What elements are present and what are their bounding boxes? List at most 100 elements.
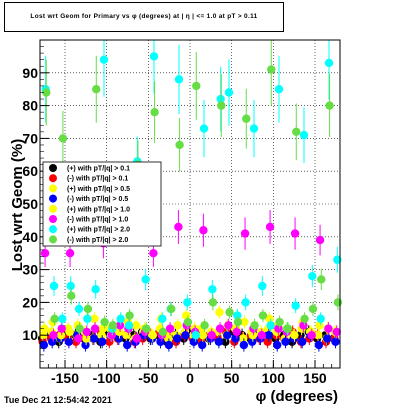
series-5 bbox=[40, 210, 341, 346]
data-point bbox=[274, 324, 283, 333]
legend-marker bbox=[49, 194, 57, 203]
data-point bbox=[65, 327, 74, 337]
data-point bbox=[114, 334, 124, 343]
data-point bbox=[115, 327, 124, 337]
legend-marker bbox=[49, 225, 57, 234]
data-point bbox=[192, 81, 201, 91]
data-point bbox=[265, 222, 275, 232]
data-point bbox=[181, 331, 190, 340]
data-point bbox=[75, 324, 84, 333]
data-point bbox=[64, 337, 74, 346]
y-tick-label: 70 bbox=[22, 130, 38, 146]
data-point bbox=[131, 321, 141, 330]
data-point bbox=[198, 340, 207, 350]
x-tick-label: 0 bbox=[186, 370, 194, 386]
data-point bbox=[249, 124, 259, 133]
data-point bbox=[116, 314, 125, 323]
legend-marker bbox=[49, 184, 57, 193]
data-point bbox=[158, 327, 168, 337]
data-point bbox=[90, 314, 99, 323]
data-point bbox=[233, 311, 242, 320]
data-point bbox=[100, 317, 109, 327]
data-point bbox=[224, 321, 233, 330]
data-point bbox=[292, 127, 301, 137]
y-tick-label: 30 bbox=[22, 262, 38, 278]
data-point bbox=[300, 314, 309, 323]
data-point bbox=[164, 334, 173, 343]
data-point bbox=[49, 281, 59, 291]
data-point bbox=[307, 331, 316, 340]
x-axis-label: φ (degrees) bbox=[256, 388, 338, 405]
data-point bbox=[315, 321, 324, 330]
x-tick-label: 150 bbox=[303, 370, 327, 386]
data-point bbox=[175, 140, 184, 150]
data-point bbox=[141, 275, 150, 284]
axes: -150 -100 -50 0 50 100 150 10 20 30 40 50 60 70 80 90 bbox=[22, 39, 341, 386]
data-point bbox=[325, 101, 334, 110]
data-point bbox=[314, 340, 324, 350]
data-point bbox=[200, 321, 209, 330]
data-point bbox=[290, 229, 300, 238]
data-point bbox=[199, 226, 208, 235]
data-point bbox=[107, 331, 116, 340]
data-point bbox=[250, 321, 259, 330]
data-point bbox=[89, 334, 99, 343]
data-point bbox=[231, 334, 240, 343]
data-point bbox=[324, 58, 334, 68]
data-point bbox=[156, 337, 165, 346]
legend-marker bbox=[49, 235, 57, 244]
data-point bbox=[164, 340, 174, 350]
chart-title-box: Lost wrt Geom for Primary vs φ (degrees)… bbox=[4, 2, 284, 32]
data-point bbox=[40, 249, 50, 258]
data-point bbox=[241, 298, 250, 307]
data-point bbox=[66, 281, 75, 291]
data-point bbox=[316, 314, 325, 323]
legend-box bbox=[42, 161, 162, 247]
data-point bbox=[283, 324, 293, 333]
data-point bbox=[174, 222, 183, 232]
y-tick-label: 60 bbox=[22, 163, 38, 179]
data-point bbox=[266, 321, 275, 330]
data-point bbox=[265, 314, 274, 323]
data-point bbox=[57, 324, 66, 333]
data-point bbox=[240, 317, 249, 327]
data-point bbox=[258, 311, 268, 320]
data-point bbox=[207, 331, 216, 340]
data-point bbox=[50, 314, 59, 323]
data-point bbox=[263, 337, 272, 346]
data-point bbox=[42, 88, 51, 97]
data-point bbox=[56, 331, 66, 340]
data-point bbox=[99, 55, 109, 64]
data-point bbox=[331, 337, 340, 346]
data-point bbox=[333, 255, 342, 264]
data-point bbox=[183, 298, 192, 307]
data-point bbox=[58, 134, 68, 143]
data-point bbox=[308, 304, 318, 314]
data-point bbox=[248, 337, 257, 346]
data-point bbox=[208, 298, 218, 307]
data-point bbox=[90, 324, 100, 333]
data-point bbox=[83, 314, 92, 323]
data-point bbox=[273, 340, 282, 350]
data-point bbox=[142, 324, 151, 333]
data-point bbox=[232, 327, 241, 337]
data-point bbox=[299, 321, 308, 330]
x-tick-label: -50 bbox=[138, 370, 158, 386]
x-tick-label: -100 bbox=[93, 370, 121, 386]
data-point bbox=[74, 334, 83, 343]
data-point bbox=[158, 314, 167, 323]
data-point bbox=[132, 334, 141, 343]
data-point bbox=[199, 124, 209, 133]
data-point bbox=[240, 229, 250, 238]
legend-entry-label: (+) with pT/|q| > 0.5 bbox=[67, 186, 130, 193]
data-point bbox=[123, 340, 132, 350]
data-point bbox=[115, 321, 125, 330]
data-point bbox=[223, 331, 232, 340]
data-point bbox=[248, 331, 257, 340]
data-point bbox=[332, 327, 341, 337]
data-point bbox=[290, 331, 299, 340]
data-point bbox=[216, 94, 225, 104]
y-tick-label: 20 bbox=[22, 294, 38, 310]
data-point bbox=[264, 331, 274, 340]
